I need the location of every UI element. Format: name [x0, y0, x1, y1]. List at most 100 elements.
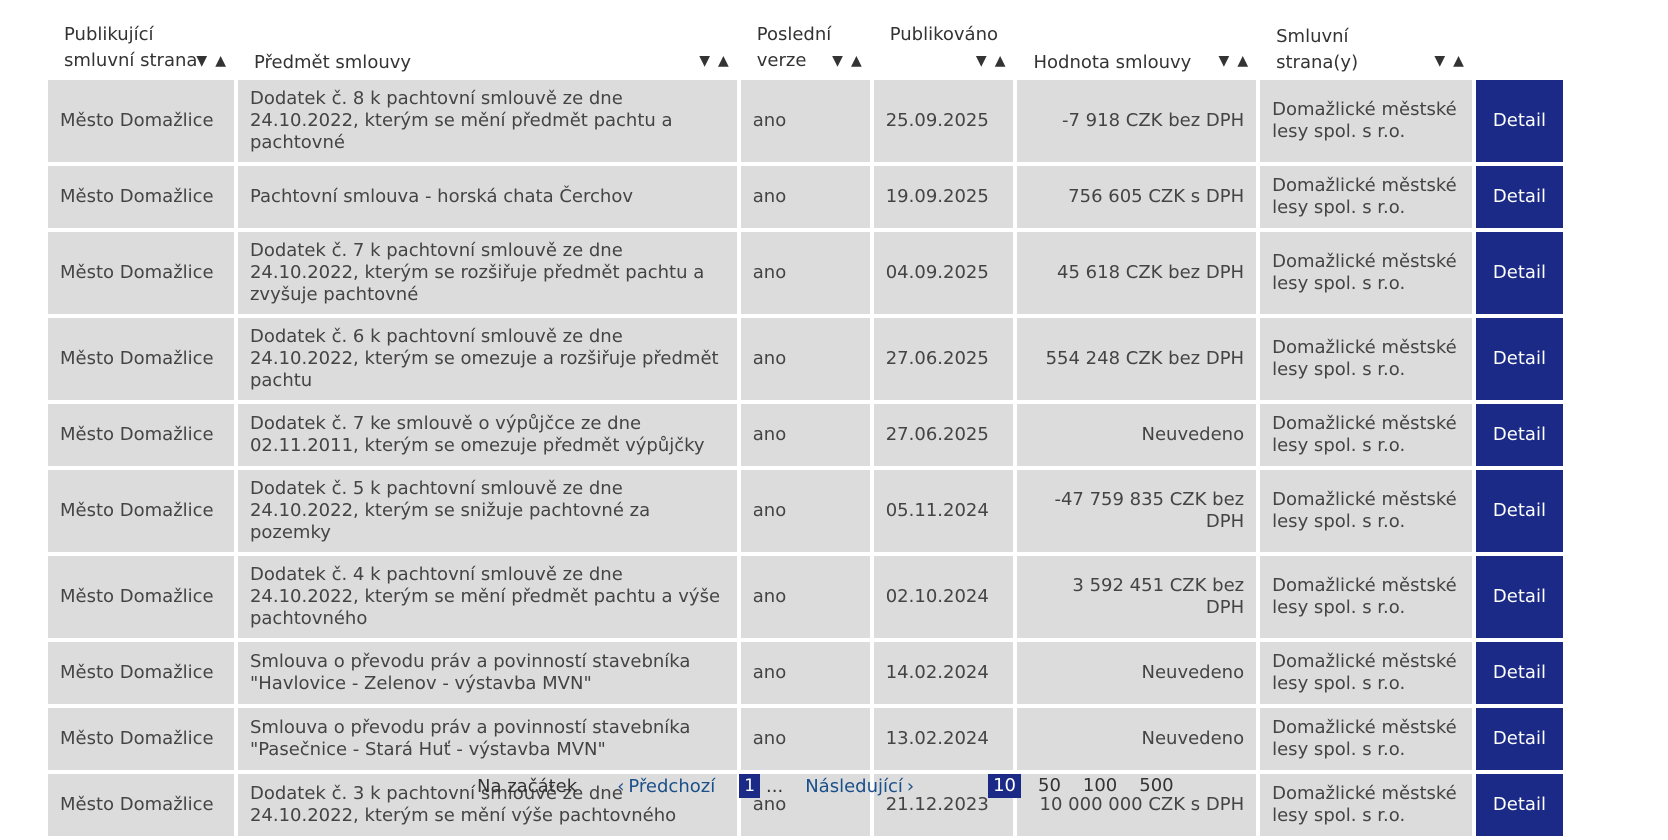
table-header-row: Publikující smluvní strana ▼ ▲ Předmět s…: [48, 4, 1563, 76]
sort-desc-icon[interactable]: ▼: [196, 53, 208, 69]
table-row: Město Domažlice Dodatek č. 7 ke smlouvě o…: [48, 404, 1563, 466]
column-header-published-label: Publikováno: [889, 24, 999, 45]
table-row: Město Domažlice Smlouva o převodu práv a …: [48, 708, 1563, 770]
cell-parties: Domažlické městské lesy spol. s r.o.: [1260, 708, 1472, 770]
page-size-option[interactable]: 500: [1139, 775, 1174, 796]
sort-desc-icon[interactable]: ▼: [975, 53, 987, 69]
column-header-value-label: Hodnota smlouvy: [1033, 52, 1192, 73]
cell-latest: ano: [740, 556, 870, 638]
page-size-option[interactable]: 100: [1082, 775, 1118, 796]
cell-latest: ano: [740, 232, 870, 314]
detail-button[interactable]: Detail: [1492, 348, 1546, 369]
cell-publisher: Město Domažlice: [48, 774, 234, 836]
sort-asc-icon[interactable]: ▲: [717, 53, 729, 69]
detail-button[interactable]: Detail: [1492, 586, 1546, 607]
cell-action: Detail: [1475, 470, 1563, 552]
cell-latest: ano: [740, 404, 870, 466]
cell-parties: Domažlické městské lesy spol. s r.o.: [1260, 80, 1472, 162]
cell-value: 756 605 CZK s DPH: [1017, 166, 1257, 228]
cell-publisher: Město Domažlice: [48, 80, 234, 162]
sort-asc-icon[interactable]: ▲: [215, 53, 226, 69]
cell-subject: Dodatek č. 8 k pachtovní smlouvě ze dne …: [237, 80, 737, 162]
sort-controls-latest: ▼ ▲: [826, 48, 862, 76]
cell-action: Detail: [1475, 708, 1563, 770]
chevron-left-icon: ‹: [617, 775, 625, 797]
column-header-publisher-label: Publikující smluvní strana: [64, 24, 198, 71]
cell-subject: Smlouva o převodu práv a povinností stav…: [237, 642, 737, 704]
cell-value: 554 248 CZK bez DPH: [1017, 318, 1257, 400]
page-size-option[interactable]: 10: [988, 774, 1021, 798]
detail-button[interactable]: Detail: [1492, 186, 1546, 207]
pagination-next-label: Následující: [805, 775, 903, 797]
column-header-published: Publikováno ▼ ▲: [874, 4, 1014, 76]
pagination-prev-link[interactable]: ‹ Předchozí: [617, 776, 715, 797]
pagination-ellipsis: ...: [766, 775, 784, 797]
sort-desc-icon[interactable]: ▼: [832, 53, 843, 69]
table-row: Město Domažlice Dodatek č. 8 k pachtovní …: [48, 80, 1563, 162]
cell-latest: ano: [740, 708, 870, 770]
table-row: Město Domažlice Dodatek č. 7 k pachtovní …: [48, 232, 1563, 314]
detail-button[interactable]: Detail: [1492, 728, 1546, 749]
column-header-value: Hodnota smlouvy ▼ ▲: [1017, 4, 1256, 76]
cell-publisher: Město Domažlice: [48, 556, 234, 638]
pagination-prev-label: Předchozí: [628, 775, 716, 797]
sort-desc-icon[interactable]: ▼: [699, 53, 710, 69]
page-size-selector: 10 50 100 500: [988, 774, 1191, 798]
detail-button[interactable]: Detail: [1492, 500, 1546, 521]
cell-action: Detail: [1475, 80, 1563, 162]
cell-publisher: Město Domažlice: [48, 708, 234, 770]
column-header-publisher: Publikující smluvní strana ▼ ▲: [48, 4, 234, 76]
cell-subject: Dodatek č. 7 ke smlouvě o výpůjčce ze dn…: [237, 404, 737, 466]
cell-publisher: Město Domažlice: [48, 166, 234, 228]
cell-value: Neuvedeno: [1017, 404, 1257, 466]
cell-parties: Domažlické městské lesy spol. s r.o.: [1260, 232, 1472, 314]
pagination-current-page[interactable]: 1: [739, 774, 761, 798]
cell-publisher: Město Domažlice: [48, 642, 234, 704]
cell-published: 25.09.2025: [873, 80, 1014, 162]
cell-published: 14.02.2024: [873, 642, 1014, 704]
sort-asc-icon[interactable]: ▲: [1237, 53, 1249, 69]
cell-latest: ano: [740, 470, 870, 552]
cell-parties: Domažlické městské lesy spol. s r.o.: [1260, 470, 1472, 552]
detail-button[interactable]: Detail: [1492, 262, 1546, 283]
cell-parties: Domažlické městské lesy spol. s r.o.: [1260, 556, 1472, 638]
sort-asc-icon[interactable]: ▲: [850, 53, 862, 69]
sort-controls-publisher: ▼ ▲: [190, 48, 226, 76]
cell-subject: Dodatek č. 4 k pachtovní smlouvě ze dne …: [237, 556, 737, 638]
sort-asc-icon[interactable]: ▲: [994, 53, 1006, 69]
sort-desc-icon[interactable]: ▼: [1434, 53, 1446, 69]
cell-published: 02.10.2024: [873, 556, 1014, 638]
cell-action: Detail: [1475, 232, 1563, 314]
column-header-latest-label: Poslední verze: [756, 24, 832, 71]
sort-desc-icon[interactable]: ▼: [1218, 53, 1230, 69]
pagination-next-link[interactable]: Následující ›: [805, 776, 914, 797]
cell-action: Detail: [1475, 166, 1563, 228]
cell-published: 27.06.2025: [873, 404, 1014, 466]
cell-latest: ano: [740, 166, 870, 228]
cell-parties: Domažlické městské lesy spol. s r.o.: [1260, 318, 1472, 400]
sort-controls-value: ▼ ▲: [1213, 48, 1249, 76]
cell-value: Neuvedeno: [1017, 708, 1257, 770]
detail-button[interactable]: Detail: [1492, 662, 1546, 683]
sort-controls-parties: ▼ ▲: [1428, 48, 1464, 76]
detail-button[interactable]: Detail: [1492, 794, 1546, 815]
cell-action: Detail: [1475, 404, 1563, 466]
cell-published: 19.09.2025: [873, 166, 1014, 228]
page-size-option[interactable]: 50: [1038, 775, 1061, 796]
cell-latest: ano: [740, 642, 870, 704]
column-header-parties: Smluvní strana(y) ▼ ▲: [1260, 4, 1472, 76]
cell-parties: Domažlické městské lesy spol. s r.o.: [1260, 774, 1472, 836]
sort-controls-subject: ▼ ▲: [693, 48, 729, 76]
cell-value: Neuvedeno: [1017, 642, 1257, 704]
contracts-table-container: Publikující smluvní strana ▼ ▲ Předmět s…: [48, 0, 1583, 840]
detail-button[interactable]: Detail: [1492, 424, 1546, 445]
sort-asc-icon[interactable]: ▲: [1453, 53, 1464, 69]
cell-subject: Dodatek č. 7 k pachtovní smlouvě ze dne …: [237, 232, 737, 314]
detail-button[interactable]: Detail: [1492, 110, 1546, 131]
cell-publisher: Město Domažlice: [48, 232, 234, 314]
cell-value: -47 759 835 CZK bez DPH: [1017, 470, 1257, 552]
contracts-table: Publikující smluvní strana ▼ ▲ Předmět s…: [44, 0, 1567, 840]
pagination: Na začátek ‹ Předchozí 1 ... Následující…: [477, 772, 1191, 800]
cell-subject: Pachtovní smlouva - horská chata Čerchov: [237, 166, 737, 228]
pagination-first-link[interactable]: Na začátek: [477, 775, 578, 797]
